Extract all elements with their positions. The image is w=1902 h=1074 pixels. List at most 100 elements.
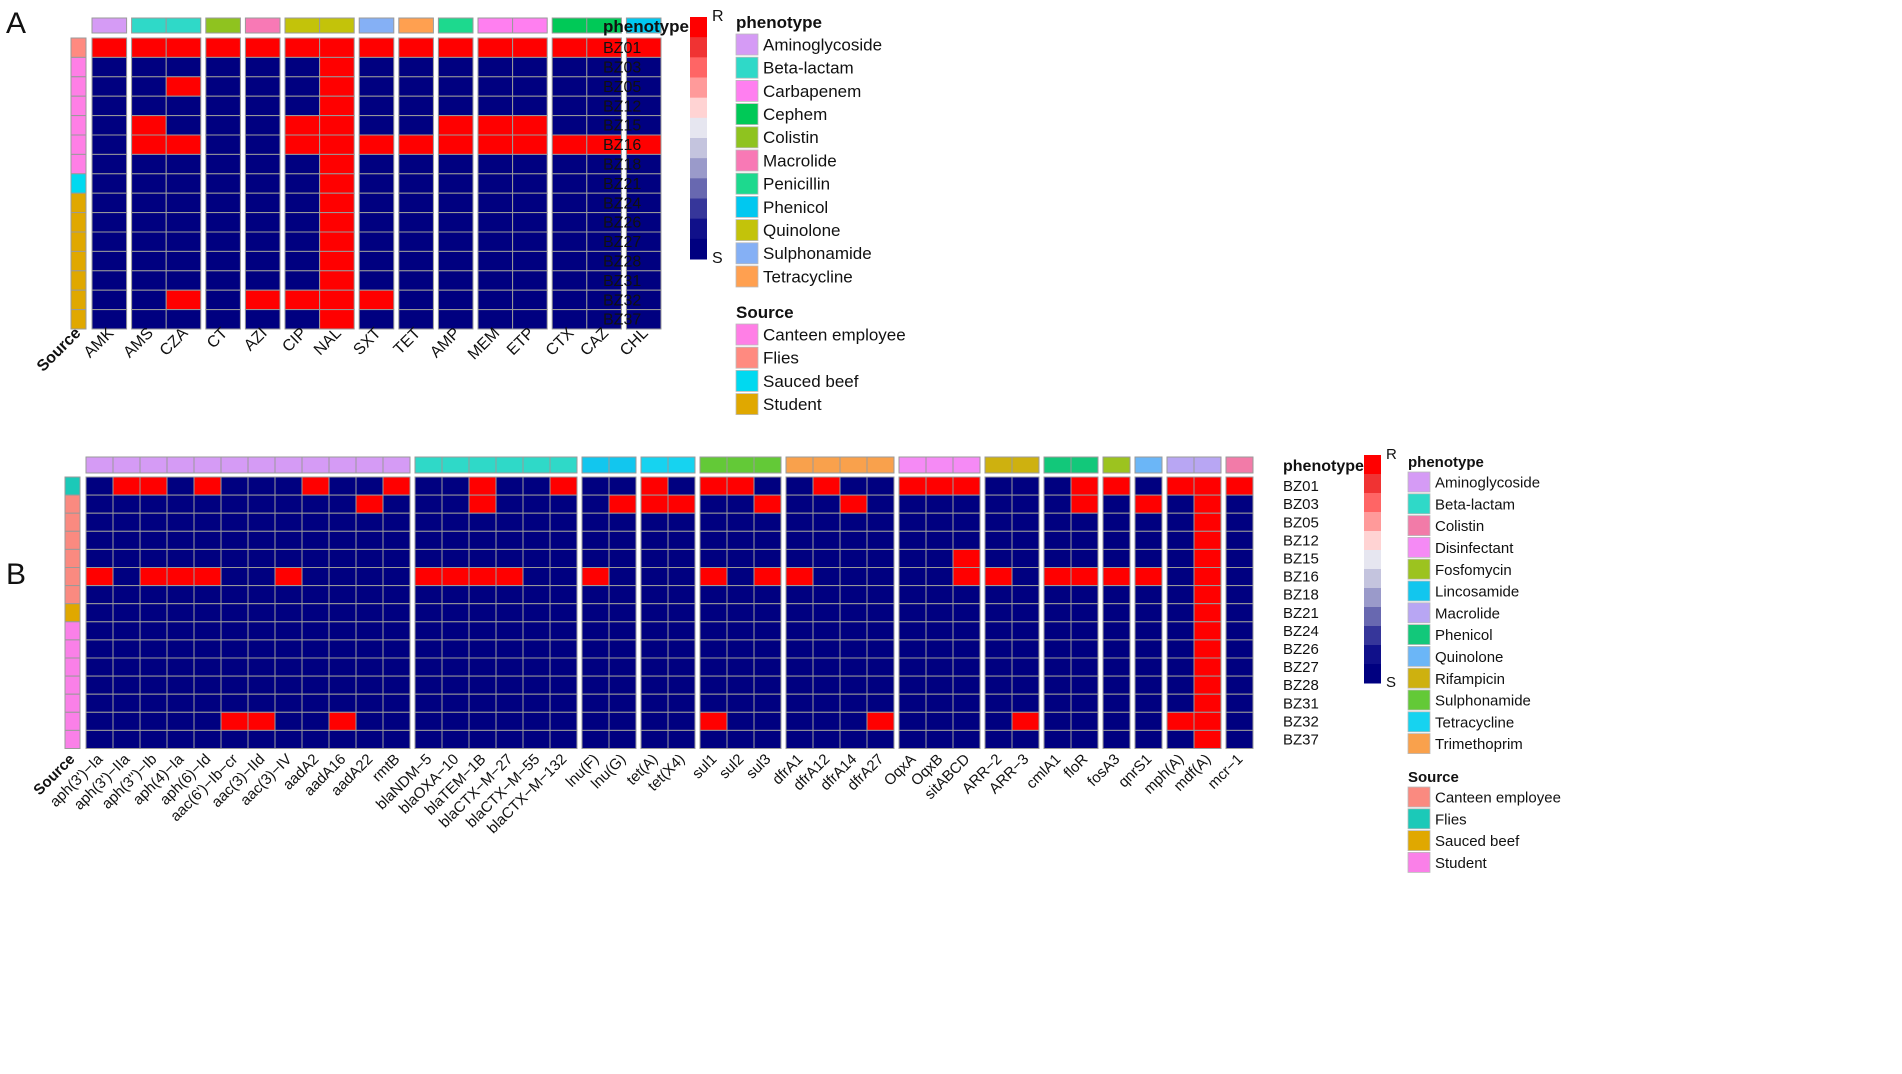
heatmap-cell — [667, 585, 696, 605]
heatmap-cell — [247, 603, 276, 623]
heatmap-cell — [753, 567, 782, 587]
heatmap-cell — [382, 693, 411, 713]
heatmap-cell — [139, 512, 168, 532]
heatmap-cell — [608, 585, 637, 605]
heatmap-cell — [1011, 729, 1040, 750]
heatmap-cell — [1102, 621, 1131, 641]
heatmap-cell — [193, 657, 222, 677]
heatmap-cell — [551, 37, 588, 58]
row-label: BZ28 — [603, 254, 641, 271]
heatmap-cell — [522, 603, 551, 623]
heatmap-cell — [358, 173, 395, 194]
heatmap-cell — [984, 621, 1013, 641]
heatmap-cell — [247, 621, 276, 641]
heatmap-cell — [925, 621, 954, 641]
heatmap-cell — [414, 657, 443, 677]
heatmap-cell — [165, 212, 202, 233]
heatmap-cell — [220, 693, 249, 713]
heatmap-cell — [398, 212, 434, 233]
heatmap-cell — [667, 621, 696, 641]
heatmap-cell — [244, 115, 281, 136]
row-label: BZ15 — [1283, 551, 1319, 568]
heatmap-cell — [925, 548, 954, 569]
heatmap-cell — [812, 476, 841, 496]
column-label: AMP — [427, 325, 464, 362]
heatmap-cell — [866, 494, 895, 514]
heatmap-cell — [382, 621, 411, 641]
heatmap-cell — [301, 476, 330, 496]
heatmap-cell — [165, 95, 202, 117]
heatmap-cell — [477, 289, 514, 311]
scale-swatch — [690, 77, 707, 99]
heatmap-cell — [85, 476, 114, 496]
heatmap-cell — [441, 567, 470, 587]
heatmap-cell — [812, 639, 841, 659]
heatmap-cell — [667, 476, 696, 496]
heatmap-cell — [319, 56, 355, 78]
heatmap-cell — [220, 603, 249, 623]
heatmap-cell — [468, 603, 497, 623]
heatmap-cell — [581, 512, 610, 532]
heatmap-cell — [441, 548, 470, 569]
heatmap-cell — [205, 270, 241, 291]
heatmap-cell — [477, 95, 514, 117]
heatmap-cell — [139, 729, 168, 750]
heatmap-cell — [91, 309, 128, 330]
heatmap-cell — [699, 621, 728, 641]
heatmap-cell — [866, 729, 895, 750]
heatmap-cell — [139, 494, 168, 514]
legend-source-item: Student — [1435, 855, 1488, 872]
heatmap-cell — [608, 711, 637, 731]
heatmap-cell — [984, 494, 1013, 514]
row-label: BZ27 — [1283, 659, 1319, 676]
column-label: cmlA1 — [1023, 751, 1064, 792]
heatmap-cell — [382, 729, 411, 750]
legend-source-title: Source — [1408, 769, 1459, 786]
heatmap-cell — [301, 639, 330, 659]
heatmap-cell — [205, 192, 241, 214]
heatmap-cell — [667, 693, 696, 713]
heatmap-cell — [495, 675, 524, 695]
heatmap-cell — [477, 192, 514, 214]
heatmap-cell — [1134, 693, 1163, 713]
heatmap-cell — [358, 95, 395, 117]
legend-phenotype-item: Carbapenem — [763, 82, 861, 101]
heatmap-cell — [640, 512, 669, 532]
legend-phenotype-swatch — [1407, 733, 1431, 754]
heatmap-cell — [165, 250, 202, 272]
heatmap-cell — [1070, 639, 1099, 659]
heatmap-cell — [165, 270, 202, 291]
heatmap-cell — [522, 567, 551, 587]
heatmap-cell — [319, 192, 355, 214]
heatmap-cell — [220, 729, 249, 750]
heatmap-cell — [812, 621, 841, 641]
legend-phenotype-swatch — [735, 103, 759, 125]
heatmap-cell — [205, 37, 241, 58]
legend-source-swatch — [1407, 786, 1431, 808]
heatmap-cell — [581, 639, 610, 659]
heatmap-cell — [1011, 530, 1040, 550]
heatmap-cell — [952, 729, 981, 750]
heatmap-cell — [382, 711, 411, 731]
legend-source-item: Sauced beef — [763, 372, 859, 391]
scale-swatch — [690, 97, 707, 119]
heatmap-cell — [1193, 639, 1222, 659]
heatmap-cell — [398, 270, 434, 291]
heatmap-cell — [753, 693, 782, 713]
heatmap-cell — [1193, 693, 1222, 713]
heatmap-cell — [220, 711, 249, 731]
heatmap-cell — [785, 512, 814, 532]
heatmap-cell — [495, 530, 524, 550]
heatmap-cell — [551, 212, 588, 233]
heatmap-cell — [398, 192, 434, 214]
scale-swatch — [1364, 569, 1381, 589]
heatmap-cell — [193, 476, 222, 496]
heatmap-cell — [441, 621, 470, 641]
heatmap-cell — [581, 494, 610, 514]
heatmap-cell — [414, 567, 443, 587]
heatmap-cell — [131, 76, 167, 97]
scale-swatch — [1364, 645, 1381, 665]
heatmap-cell — [785, 548, 814, 569]
heatmap-cell — [1011, 639, 1040, 659]
phenotype-annotation-cell — [952, 456, 981, 474]
